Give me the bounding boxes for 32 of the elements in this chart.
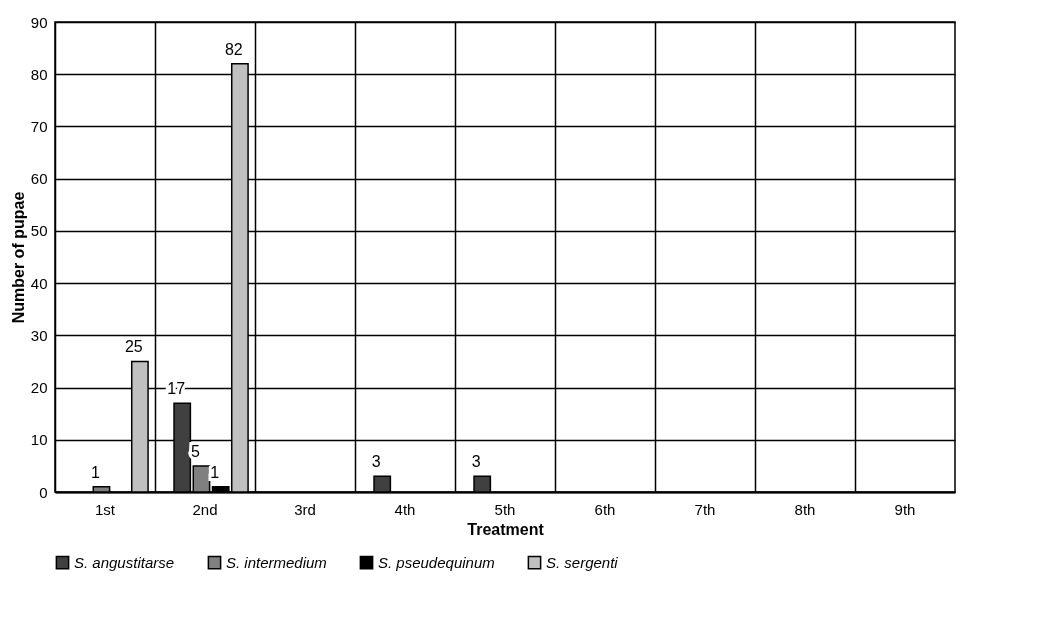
y-tick-label: 10 (30, 431, 48, 449)
x-tick-label: 2nd (192, 500, 218, 518)
data-label: 3 (471, 453, 481, 471)
legend-label: S. sergenti (546, 553, 619, 571)
y-tick-label: 30 (30, 326, 48, 344)
y-tick-label: 80 (30, 65, 48, 83)
y-tick-label: 0 (39, 483, 48, 501)
x-tick-label: 9th (894, 500, 916, 518)
x-axis-title: Treatment (467, 520, 545, 538)
x-tick-label: 8th (794, 500, 816, 518)
x-tick-label: 4th (394, 500, 416, 518)
y-tick-label: 40 (30, 274, 48, 292)
data-label: 82 (224, 40, 243, 58)
y-tick-label: 70 (30, 117, 48, 135)
y-tick-label: 60 (30, 170, 48, 188)
legend-label: S. pseudequinum (378, 553, 495, 571)
y-tick-label: 90 (30, 13, 48, 31)
legend-label: S. intermedium (226, 553, 327, 571)
y-tick-label: 50 (30, 222, 48, 240)
data-label: 1 (210, 463, 220, 481)
x-tick-label: 7th (694, 500, 716, 518)
x-tick-label: 1st (94, 500, 116, 518)
legend-label: S. angustitarse (74, 553, 175, 571)
y-axis-title: Number of pupae (9, 191, 27, 324)
y-tick-label: 20 (30, 379, 48, 397)
x-tick-label: 5th (494, 500, 516, 518)
x-tick-label: 6th (594, 500, 616, 518)
data-label: 5 (190, 442, 200, 460)
data-label: 25 (124, 338, 143, 356)
data-label: 1 (90, 463, 100, 481)
x-tick-label: 3rd (294, 500, 316, 518)
data-label: 3 (371, 453, 381, 471)
